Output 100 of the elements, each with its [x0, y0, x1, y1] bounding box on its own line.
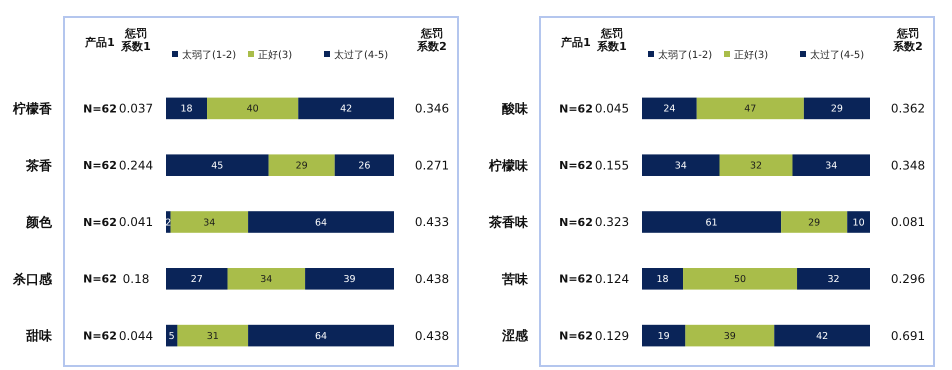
y-tick-label: 颜色	[25, 214, 53, 231]
text: 0.348	[890, 158, 926, 172]
data-label: 26	[358, 160, 370, 172]
data-label: 34	[674, 160, 687, 172]
data-label: 19	[658, 330, 670, 342]
text: N=62	[83, 102, 117, 116]
bar	[642, 324, 686, 346]
bar	[177, 324, 248, 346]
text: 0.691	[890, 328, 926, 343]
data-label: 34	[825, 160, 838, 172]
y-tick-label: 酸味	[502, 100, 529, 117]
data-label: 61	[705, 217, 718, 228]
legend-label: 太过了(4-5)	[810, 49, 864, 61]
data-label: 34	[260, 274, 272, 286]
data-label: 24	[663, 104, 676, 115]
data-label: 40	[246, 104, 259, 115]
data-label: 29	[808, 217, 820, 228]
bar	[781, 211, 848, 233]
text: 0.296	[890, 272, 926, 286]
data-label: 27	[190, 274, 203, 286]
text: N=62	[83, 216, 117, 229]
text: 0.044	[118, 328, 154, 343]
data-label: 42	[816, 330, 828, 342]
data-label: 31	[206, 330, 219, 342]
text: 0.041	[118, 215, 154, 230]
bar	[248, 324, 394, 346]
data-label: 34	[203, 217, 216, 228]
bar	[228, 268, 306, 290]
y-tick-label: 涩感	[501, 328, 529, 344]
bar	[642, 154, 720, 176]
bar	[642, 211, 782, 233]
y-tick-label: 杀口感	[12, 271, 53, 288]
text: 0.271	[414, 158, 450, 172]
legend-label: 正好(3)	[734, 50, 768, 61]
legend-label: 正好(3)	[258, 50, 292, 61]
bar	[804, 98, 870, 120]
data-label: 45	[211, 160, 224, 172]
text: 产品1	[560, 36, 591, 49]
text: N=62	[83, 159, 117, 172]
text: 0.081	[890, 215, 926, 230]
data-label: 64	[314, 330, 328, 342]
bar	[774, 324, 870, 346]
data-label: 47	[744, 104, 756, 115]
text: 0.438	[414, 272, 450, 286]
text: N=62	[559, 329, 593, 342]
data-label: 2	[165, 217, 172, 228]
text: 0.155	[594, 158, 630, 172]
text: 0.362	[890, 102, 926, 116]
text: 0.045	[594, 102, 630, 116]
data-label: 39	[724, 330, 736, 342]
text: 惩罚系数1	[120, 27, 151, 53]
bar	[305, 268, 394, 290]
text: 惩罚系数2	[892, 27, 923, 53]
text: 产品1	[84, 36, 115, 49]
bar	[207, 98, 298, 120]
text: N=62	[559, 159, 593, 172]
text: 0.433	[414, 215, 450, 230]
y-tick-label: 苦味	[501, 272, 529, 288]
text: 0.244	[118, 158, 154, 172]
bar	[166, 98, 208, 120]
text: N=62	[559, 272, 593, 286]
y-tick-label: 甜味	[25, 329, 53, 344]
text: 0.438	[414, 328, 450, 343]
text: N=62	[559, 102, 593, 116]
text: 0.346	[414, 102, 450, 116]
bar	[170, 211, 248, 233]
bar	[166, 268, 228, 290]
data-label: 39	[343, 274, 356, 286]
bar	[792, 154, 870, 176]
y-tick-label: 柠檬味	[488, 158, 529, 174]
data-label: 64	[314, 217, 328, 228]
data-label: 18	[180, 104, 193, 115]
bar	[248, 211, 394, 233]
text: 0.323	[594, 215, 630, 230]
data-label: 32	[750, 160, 762, 172]
y-tick-label: 茶香味	[488, 214, 529, 231]
bar	[166, 324, 178, 346]
data-label: 32	[827, 274, 840, 286]
y-tick-label: 茶香	[25, 158, 53, 174]
legend-label: 太弱了(1-2)	[182, 49, 236, 61]
bar	[642, 268, 684, 290]
text: 惩罚系数1	[596, 27, 627, 53]
y-tick-label: 柠檬香	[12, 100, 53, 117]
data-label: 29	[830, 104, 843, 115]
data-label: 50	[734, 274, 746, 286]
text: N=62	[83, 329, 117, 342]
bar	[720, 154, 792, 176]
data-label: 5	[168, 330, 175, 342]
text: 0.18	[122, 272, 150, 286]
data-label: 10	[852, 217, 865, 228]
bar	[683, 268, 798, 290]
bar	[797, 268, 870, 290]
text: N=62	[559, 216, 593, 229]
bar	[696, 98, 804, 120]
bar	[268, 154, 335, 176]
text: 0.124	[594, 272, 630, 286]
data-label: 29	[296, 160, 308, 172]
bar	[334, 154, 394, 176]
bar	[166, 154, 269, 176]
text: N=62	[83, 272, 117, 286]
